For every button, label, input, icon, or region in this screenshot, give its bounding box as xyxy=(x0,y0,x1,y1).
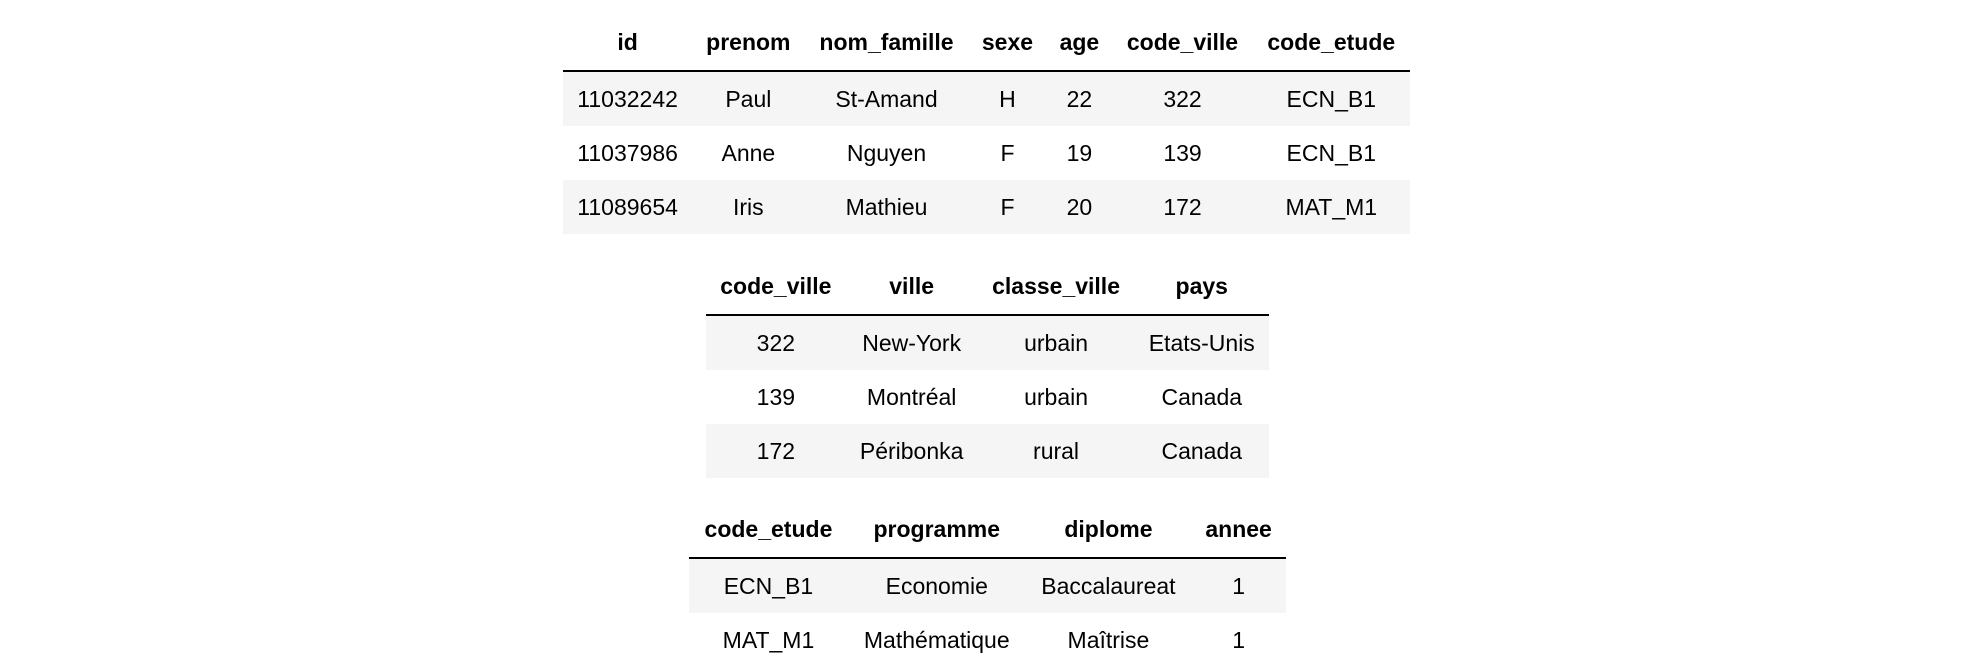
table-cell: MAT_M1 xyxy=(689,613,848,667)
column-header: code_etude xyxy=(1252,14,1410,72)
table-row: 322 New-York urbain Etats-Unis xyxy=(706,315,1269,370)
table-cell: F xyxy=(968,126,1047,180)
table-body: 11032242 Paul St-Amand H 22 322 ECN_B1 11037986… xyxy=(563,71,1410,234)
table-row: 11089654 Iris Mathieu F 20 172 MAT_M1 xyxy=(563,180,1410,234)
table-row: MAT_M1 Mathématique Maîtrise 1 xyxy=(689,613,1286,667)
column-header: ville xyxy=(845,258,978,316)
table-header: code_ville ville classe_ville pays xyxy=(706,258,1269,316)
table-cell: urbain xyxy=(977,370,1135,424)
table-cell: Etats-Unis xyxy=(1134,315,1269,370)
table-cell: 11089654 xyxy=(563,180,693,234)
table-cell: Canada xyxy=(1134,424,1269,478)
table-cell: Iris xyxy=(692,180,805,234)
table-cell: 1 xyxy=(1191,613,1286,667)
table-cell: ECN_B1 xyxy=(1252,71,1410,126)
column-header: code_etude xyxy=(689,501,848,559)
table-cell: 172 xyxy=(1112,180,1253,234)
table-cell: F xyxy=(968,180,1047,234)
table-cell: Economie xyxy=(847,558,1026,613)
table-cell: ECN_B1 xyxy=(689,558,848,613)
etudes-table: code_etude programme diplome annee ECN_B1 Ec… xyxy=(689,501,1286,667)
table-cell: 1 xyxy=(1191,558,1286,613)
table-cell: St-Amand xyxy=(804,71,969,126)
table-cell: 322 xyxy=(706,315,846,370)
column-header: nom_famille xyxy=(804,14,969,72)
table-cell: ECN_B1 xyxy=(1252,126,1410,180)
table-row: 11037986 Anne Nguyen F 19 139 ECN_B1 xyxy=(563,126,1410,180)
table-cell: New-York xyxy=(845,315,978,370)
header-row: id prenom nom_famille sexe age code_ville code… xyxy=(563,14,1410,72)
etudiants-table: id prenom nom_famille sexe age code_ville code… xyxy=(563,14,1410,234)
table-cell: 322 xyxy=(1112,71,1253,126)
villes-table: code_ville ville classe_ville pays 322 New-Y… xyxy=(706,258,1269,478)
table-cell: 139 xyxy=(706,370,846,424)
table-cell: Baccalaureat xyxy=(1025,558,1192,613)
table-cell: MAT_M1 xyxy=(1252,180,1410,234)
table-cell: 20 xyxy=(1046,180,1113,234)
header-row: code_ville ville classe_ville pays xyxy=(706,258,1269,316)
table-cell: Mathieu xyxy=(804,180,969,234)
table-cell: Canada xyxy=(1134,370,1269,424)
column-header: programme xyxy=(847,501,1026,559)
table-cell: 19 xyxy=(1046,126,1113,180)
column-header: sexe xyxy=(968,14,1047,72)
table-cell: Paul xyxy=(692,71,805,126)
table-body: 322 New-York urbain Etats-Unis 139 Montréal ur… xyxy=(706,315,1269,478)
table-cell: Mathématique xyxy=(847,613,1026,667)
header-row: code_etude programme diplome annee xyxy=(689,501,1286,559)
table-cell: Anne xyxy=(692,126,805,180)
column-header: code_ville xyxy=(706,258,846,316)
table-cell: Nguyen xyxy=(804,126,969,180)
column-header: prenom xyxy=(692,14,805,72)
column-header: diplome xyxy=(1025,501,1192,559)
table-cell: 11032242 xyxy=(563,71,693,126)
table-body: ECN_B1 Economie Baccalaureat 1 MAT_M1 Mathéma… xyxy=(689,558,1286,667)
table-header: id prenom nom_famille sexe age code_ville code… xyxy=(563,14,1410,72)
table-header: code_etude programme diplome annee xyxy=(689,501,1286,559)
table-cell: rural xyxy=(977,424,1135,478)
column-header: classe_ville xyxy=(977,258,1135,316)
table-cell: 22 xyxy=(1046,71,1113,126)
column-header: age xyxy=(1046,14,1113,72)
table-cell: Péribonka xyxy=(845,424,978,478)
table-cell: Montréal xyxy=(845,370,978,424)
table-cell: 139 xyxy=(1112,126,1253,180)
table-cell: 172 xyxy=(706,424,846,478)
column-header: code_ville xyxy=(1112,14,1253,72)
table-row: ECN_B1 Economie Baccalaureat 1 xyxy=(689,558,1286,613)
table-cell: H xyxy=(968,71,1047,126)
table-cell: urbain xyxy=(977,315,1135,370)
column-header: pays xyxy=(1134,258,1269,316)
column-header: annee xyxy=(1191,501,1286,559)
column-header: id xyxy=(563,14,693,72)
table-row: 172 Péribonka rural Canada xyxy=(706,424,1269,478)
table-cell: 11037986 xyxy=(563,126,693,180)
table-cell: Maîtrise xyxy=(1025,613,1192,667)
table-row: 11032242 Paul St-Amand H 22 322 ECN_B1 xyxy=(563,71,1410,126)
table-row: 139 Montréal urbain Canada xyxy=(706,370,1269,424)
